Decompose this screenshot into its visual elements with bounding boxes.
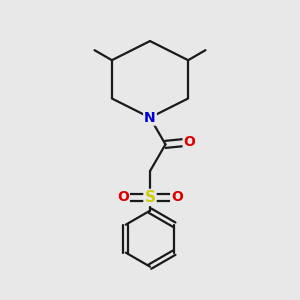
Text: O: O	[117, 190, 129, 204]
Text: N: N	[144, 111, 156, 124]
Text: O: O	[171, 190, 183, 204]
Text: O: O	[184, 135, 196, 149]
Text: S: S	[145, 190, 155, 205]
